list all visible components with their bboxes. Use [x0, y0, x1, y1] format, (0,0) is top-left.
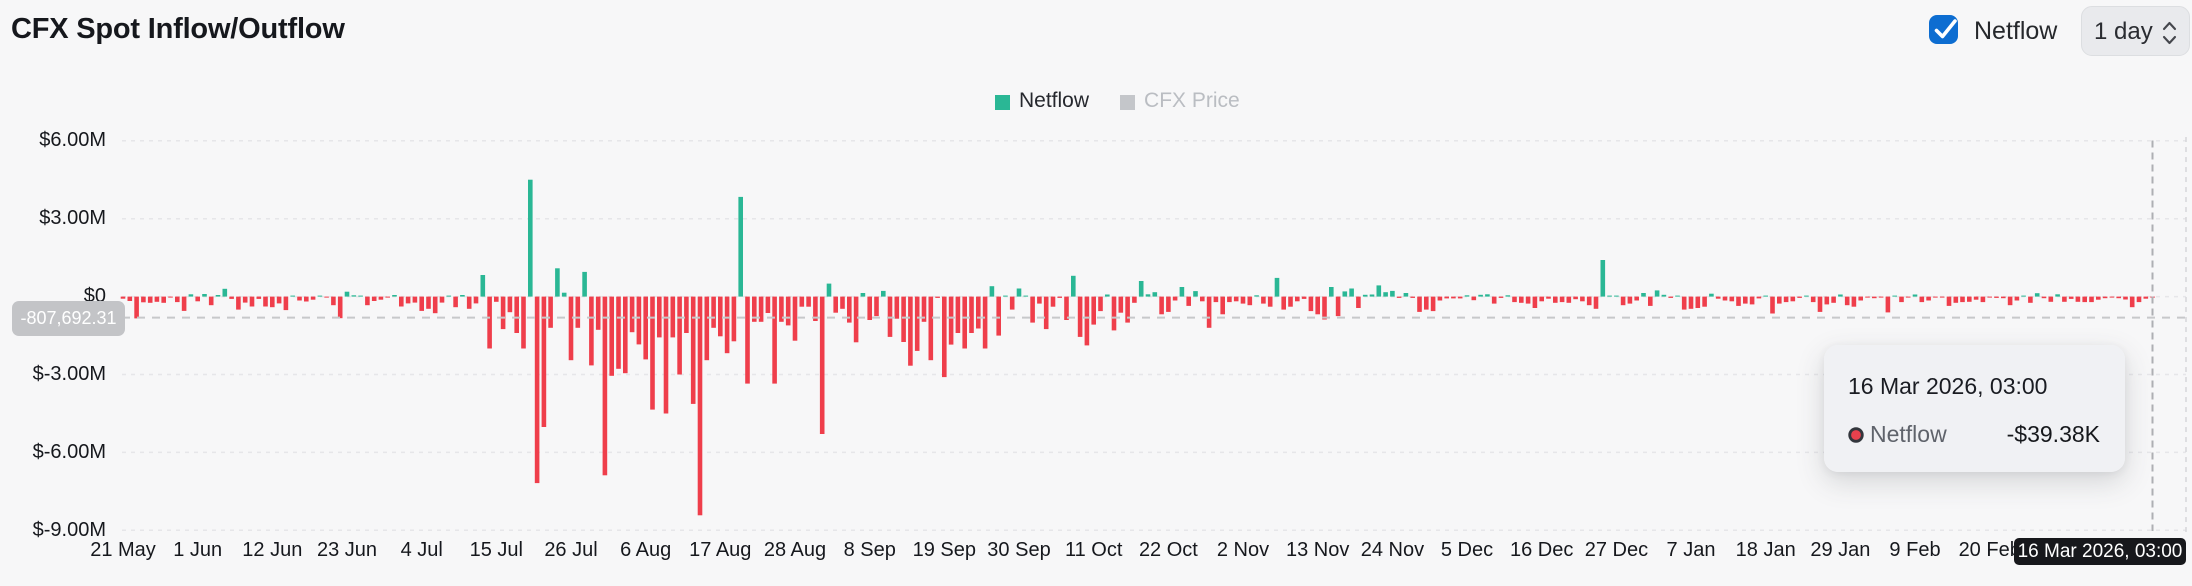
svg-text:7 Jan: 7 Jan	[1667, 539, 1716, 561]
svg-text:18 Jan: 18 Jan	[1736, 539, 1796, 561]
svg-text:13 Nov: 13 Nov	[1286, 539, 1349, 561]
svg-text:$-9.00M: $-9.00M	[33, 519, 106, 541]
svg-text:19 Sep: 19 Sep	[913, 539, 976, 561]
svg-text:28 Aug: 28 Aug	[764, 539, 826, 561]
svg-text:22 Oct: 22 Oct	[1139, 539, 1198, 561]
svg-text:26 Jul: 26 Jul	[544, 539, 597, 561]
svg-text:24 Nov: 24 Nov	[1361, 539, 1424, 561]
svg-text:21 May: 21 May	[90, 539, 156, 561]
svg-text:9 Feb: 9 Feb	[1889, 539, 1940, 561]
svg-text:15 Jul: 15 Jul	[470, 539, 523, 561]
svg-text:12 Jun: 12 Jun	[242, 539, 302, 561]
svg-text:1 Jun: 1 Jun	[173, 539, 222, 561]
svg-text:27 Dec: 27 Dec	[1585, 539, 1648, 561]
svg-text:8 Sep: 8 Sep	[844, 539, 896, 561]
svg-text:17 Aug: 17 Aug	[689, 539, 751, 561]
svg-text:$6.00M: $6.00M	[39, 129, 106, 151]
svg-text:20 Feb: 20 Feb	[1959, 539, 2021, 561]
svg-text:29 Jan: 29 Jan	[1810, 539, 1870, 561]
svg-text:5 Dec: 5 Dec	[1441, 539, 1493, 561]
svg-text:2 Nov: 2 Nov	[1217, 539, 1269, 561]
svg-text:6 Aug: 6 Aug	[620, 539, 671, 561]
svg-text:16 Dec: 16 Dec	[1510, 539, 1573, 561]
svg-text:4 Jul: 4 Jul	[401, 539, 443, 561]
svg-text:$3.00M: $3.00M	[39, 207, 106, 229]
svg-text:$-6.00M: $-6.00M	[33, 441, 106, 463]
svg-text:$-3.00M: $-3.00M	[33, 363, 106, 385]
svg-text:23 Jun: 23 Jun	[317, 539, 377, 561]
svg-text:11 Oct: 11 Oct	[1065, 539, 1123, 561]
svg-text:30 Sep: 30 Sep	[987, 539, 1050, 561]
